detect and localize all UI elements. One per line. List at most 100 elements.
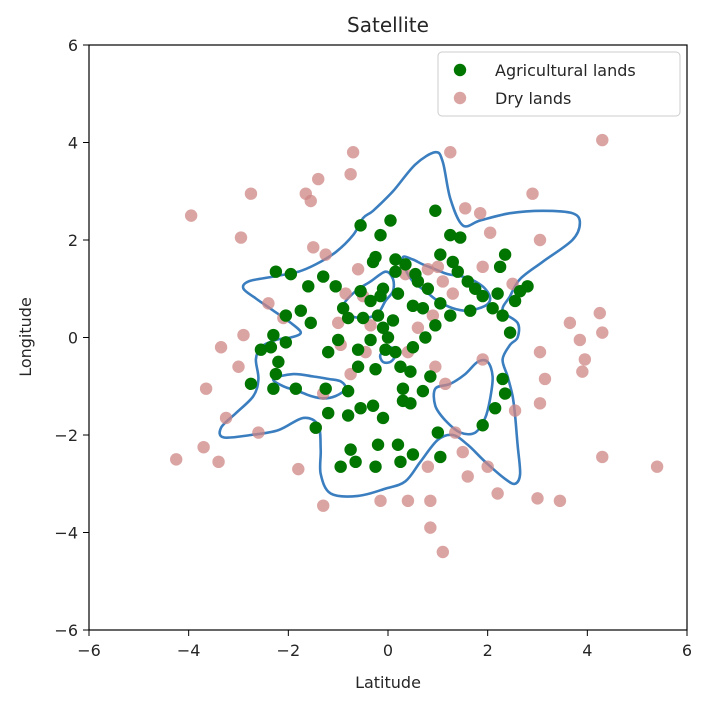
scatter-point xyxy=(289,382,303,395)
scatter-point xyxy=(446,255,459,269)
chart-title: Satellite xyxy=(347,13,429,37)
legend-box xyxy=(437,51,681,117)
scatter-point xyxy=(391,438,405,451)
scatter-point xyxy=(351,343,365,356)
scatter-point xyxy=(356,311,370,325)
scatter-point xyxy=(464,304,477,317)
scatter-point xyxy=(344,443,357,456)
scatter-point xyxy=(429,360,442,373)
scatter-point xyxy=(476,260,489,274)
scatter-point xyxy=(451,265,464,278)
x-tick-label: −6 xyxy=(77,641,101,660)
scatter-point xyxy=(219,411,233,425)
scatter-point xyxy=(399,258,412,271)
scatter-point xyxy=(341,311,355,325)
scatter-point xyxy=(576,365,589,378)
scatter-point xyxy=(244,377,258,391)
legend-marker xyxy=(453,91,467,105)
scatter-point xyxy=(331,333,345,347)
scatter-point xyxy=(431,426,445,439)
scatter-point xyxy=(364,294,377,308)
x-tick-label: 0 xyxy=(383,641,393,660)
scatter-point xyxy=(214,341,228,354)
scatter-point xyxy=(533,397,547,410)
scatter-point xyxy=(322,345,335,359)
scatter-point xyxy=(424,521,437,534)
x-tick-label: 2 xyxy=(483,641,493,660)
scatter-point xyxy=(476,353,489,366)
scatter-point xyxy=(307,241,320,254)
scatter-point xyxy=(476,289,489,303)
scatter-point xyxy=(262,297,275,310)
scatter-point xyxy=(374,228,387,242)
scatter-point xyxy=(334,460,347,473)
scatter-point xyxy=(406,448,420,461)
scatter-point xyxy=(486,302,499,315)
scatter-point xyxy=(596,326,609,339)
scatter-point xyxy=(386,314,400,327)
scatter-point xyxy=(553,494,567,508)
scatter-point xyxy=(319,248,332,261)
scatter-point xyxy=(538,372,552,386)
scatter-point xyxy=(376,282,390,295)
scatter-point xyxy=(170,453,183,466)
scatter-point xyxy=(294,304,307,317)
x-tick-label: −2 xyxy=(277,641,301,660)
scatter-point xyxy=(374,494,387,508)
scatter-point xyxy=(421,460,435,473)
scatter-point xyxy=(339,287,352,300)
scatter-point xyxy=(533,345,547,359)
boundary-curve xyxy=(432,358,494,436)
scatter-point xyxy=(279,336,293,349)
scatter-point xyxy=(344,167,357,181)
scatter-point xyxy=(369,250,382,264)
scatter-point xyxy=(596,450,609,464)
scatter-point xyxy=(488,401,502,415)
scatter-point xyxy=(404,397,417,410)
scatter-point xyxy=(434,297,447,310)
scatter-point xyxy=(351,360,365,373)
scatter-point xyxy=(399,267,412,281)
scatter-point xyxy=(197,440,210,454)
scatter-point xyxy=(446,287,459,300)
scatter-point xyxy=(389,265,402,278)
scatter-point xyxy=(349,455,362,469)
scatter-point xyxy=(264,341,278,354)
scatter-point xyxy=(269,265,283,278)
scatter-point xyxy=(650,460,664,473)
boundary-curve xyxy=(218,150,582,498)
scatter-point xyxy=(317,270,330,283)
scatter-point xyxy=(319,382,332,395)
scatter-point xyxy=(237,328,250,342)
scatter-point xyxy=(401,494,415,508)
scatter-point xyxy=(456,445,469,459)
scatter-point xyxy=(493,260,507,274)
scatter-point xyxy=(212,455,225,469)
scatter-point xyxy=(416,384,430,398)
scatter-point xyxy=(267,382,280,395)
scatter-point xyxy=(436,545,450,559)
scatter-point xyxy=(454,231,467,244)
legend: Agricultural lands Dry lands xyxy=(437,51,681,117)
scatter-point xyxy=(312,172,325,186)
scatter-point xyxy=(473,206,487,220)
scatter-point xyxy=(391,287,405,300)
scatter-point xyxy=(317,499,330,512)
scatter-point xyxy=(508,404,522,417)
scatter-point xyxy=(421,282,435,295)
scatter-point xyxy=(429,204,442,217)
scatter-point xyxy=(252,426,265,439)
scatter-point xyxy=(491,287,504,300)
data-points xyxy=(170,133,664,559)
scatter-point xyxy=(431,260,445,274)
y-axis-label: Longitude xyxy=(16,297,35,377)
y-tick-label: 0 xyxy=(68,329,78,348)
scatter-point xyxy=(341,409,355,422)
scatter-point xyxy=(411,275,425,288)
y-tick-label: −6 xyxy=(54,621,78,640)
scatter-point xyxy=(254,343,268,356)
scatter-point xyxy=(371,438,385,451)
scatter-point xyxy=(406,299,420,313)
scatter-point xyxy=(483,226,497,239)
